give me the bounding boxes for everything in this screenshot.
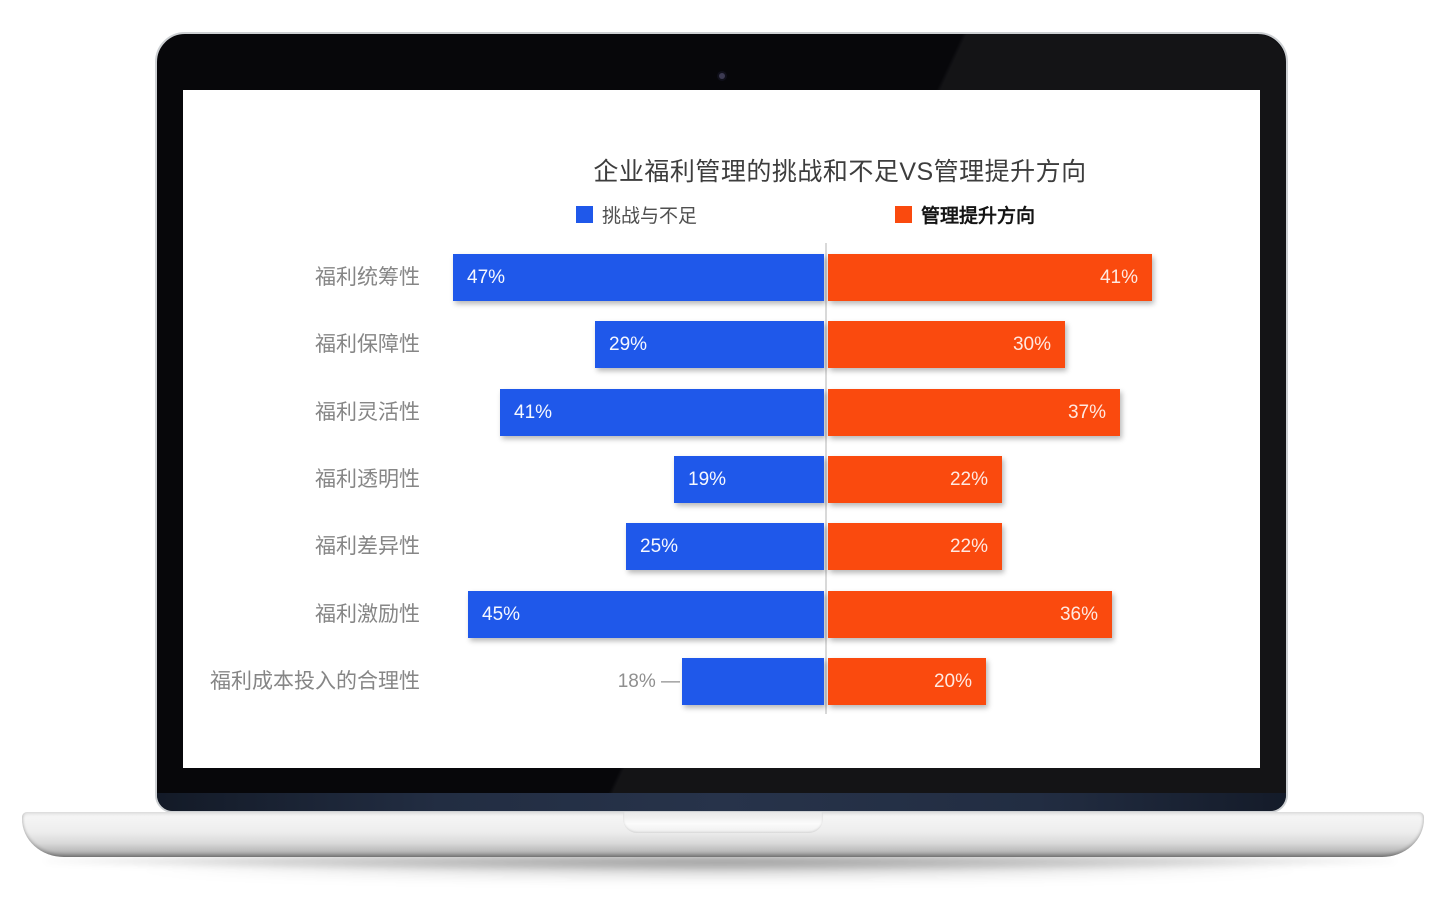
webcam-icon	[716, 71, 727, 81]
bar-challenges: 41%	[500, 389, 824, 436]
laptop-base	[22, 812, 1424, 857]
bar-value: 20%	[933, 671, 972, 692]
laptop-lid: 企业福利管理的挑战和不足VS管理提升方向 挑战与不足 管理提升方向 福利统筹性 4…	[155, 32, 1288, 813]
bar-value: 30%	[1012, 334, 1051, 355]
laptop-screen: 企业福利管理的挑战和不足VS管理提升方向 挑战与不足 管理提升方向 福利统筹性 4…	[183, 90, 1260, 768]
chart-title: 企业福利管理的挑战和不足VS管理提升方向	[593, 158, 1087, 186]
lid-opening-notch	[623, 812, 823, 833]
bar-challenges: 45%	[468, 591, 824, 638]
chart-row: 福利透明性 19% 22%	[183, 456, 1260, 503]
webcam-dot-icon	[718, 73, 725, 79]
bar-challenges: 25%	[626, 523, 824, 570]
laptop-hinge	[157, 793, 1286, 811]
bar-improvement: 20%	[828, 658, 986, 705]
bar-challenges	[682, 658, 824, 705]
category-label: 福利灵活性	[315, 401, 420, 424]
laptop-shadow-outer	[120, 856, 1320, 882]
bar-challenges: 19%	[674, 456, 824, 503]
category-label: 福利保障性	[315, 333, 420, 356]
legend-swatch-orange-icon	[895, 205, 912, 223]
bar-value: 25%	[640, 536, 679, 557]
chart-row: 福利激励性 45% 36%	[183, 591, 1260, 638]
legend-swatch-blue-icon	[576, 205, 593, 223]
bar-value: 22%	[949, 536, 988, 557]
bar-value: 19%	[688, 469, 727, 490]
category-label: 福利差异性	[315, 535, 420, 558]
legend-label-challenges: 挑战与不足	[602, 205, 698, 227]
bar-value: 45%	[482, 604, 521, 625]
bar-improvement: 36%	[828, 591, 1112, 638]
bar-value-outside: 18% —	[617, 671, 680, 692]
bar-value: 36%	[1059, 604, 1098, 625]
category-label: 福利透明性	[315, 468, 420, 491]
bar-improvement: 37%	[828, 389, 1120, 436]
chart-row: 福利灵活性 41% 37%	[183, 389, 1260, 436]
bar-value: 47%	[467, 267, 506, 288]
bar-improvement: 41%	[828, 254, 1152, 301]
category-label: 福利成本投入的合理性	[210, 670, 420, 693]
bar-challenges: 29%	[595, 321, 824, 368]
bar-value: 22%	[949, 469, 988, 490]
bar-improvement: 22%	[828, 456, 1002, 503]
chart-row: 福利成本投入的合理性 18% — 20%	[183, 658, 1260, 705]
legend-item-improvement: 管理提升方向	[895, 203, 1036, 227]
bar-value: 41%	[1099, 267, 1138, 288]
bar-value: 29%	[609, 334, 648, 355]
legend-label-improvement: 管理提升方向	[921, 205, 1036, 227]
bar-challenges: 47%	[453, 254, 824, 301]
chart-row: 福利统筹性 47% 41%	[183, 254, 1260, 301]
legend-item-challenges: 挑战与不足	[576, 203, 698, 227]
bar-improvement: 22%	[828, 523, 1002, 570]
bar-improvement: 30%	[828, 321, 1065, 368]
category-label: 福利激励性	[315, 603, 420, 626]
chart-row: 福利保障性 29% 30%	[183, 321, 1260, 368]
chart-row: 福利差异性 25% 22%	[183, 523, 1260, 570]
bar-value: 37%	[1067, 402, 1106, 423]
bar-value: 41%	[514, 402, 553, 423]
category-label: 福利统筹性	[315, 266, 420, 289]
axis-divider-line	[825, 243, 827, 714]
